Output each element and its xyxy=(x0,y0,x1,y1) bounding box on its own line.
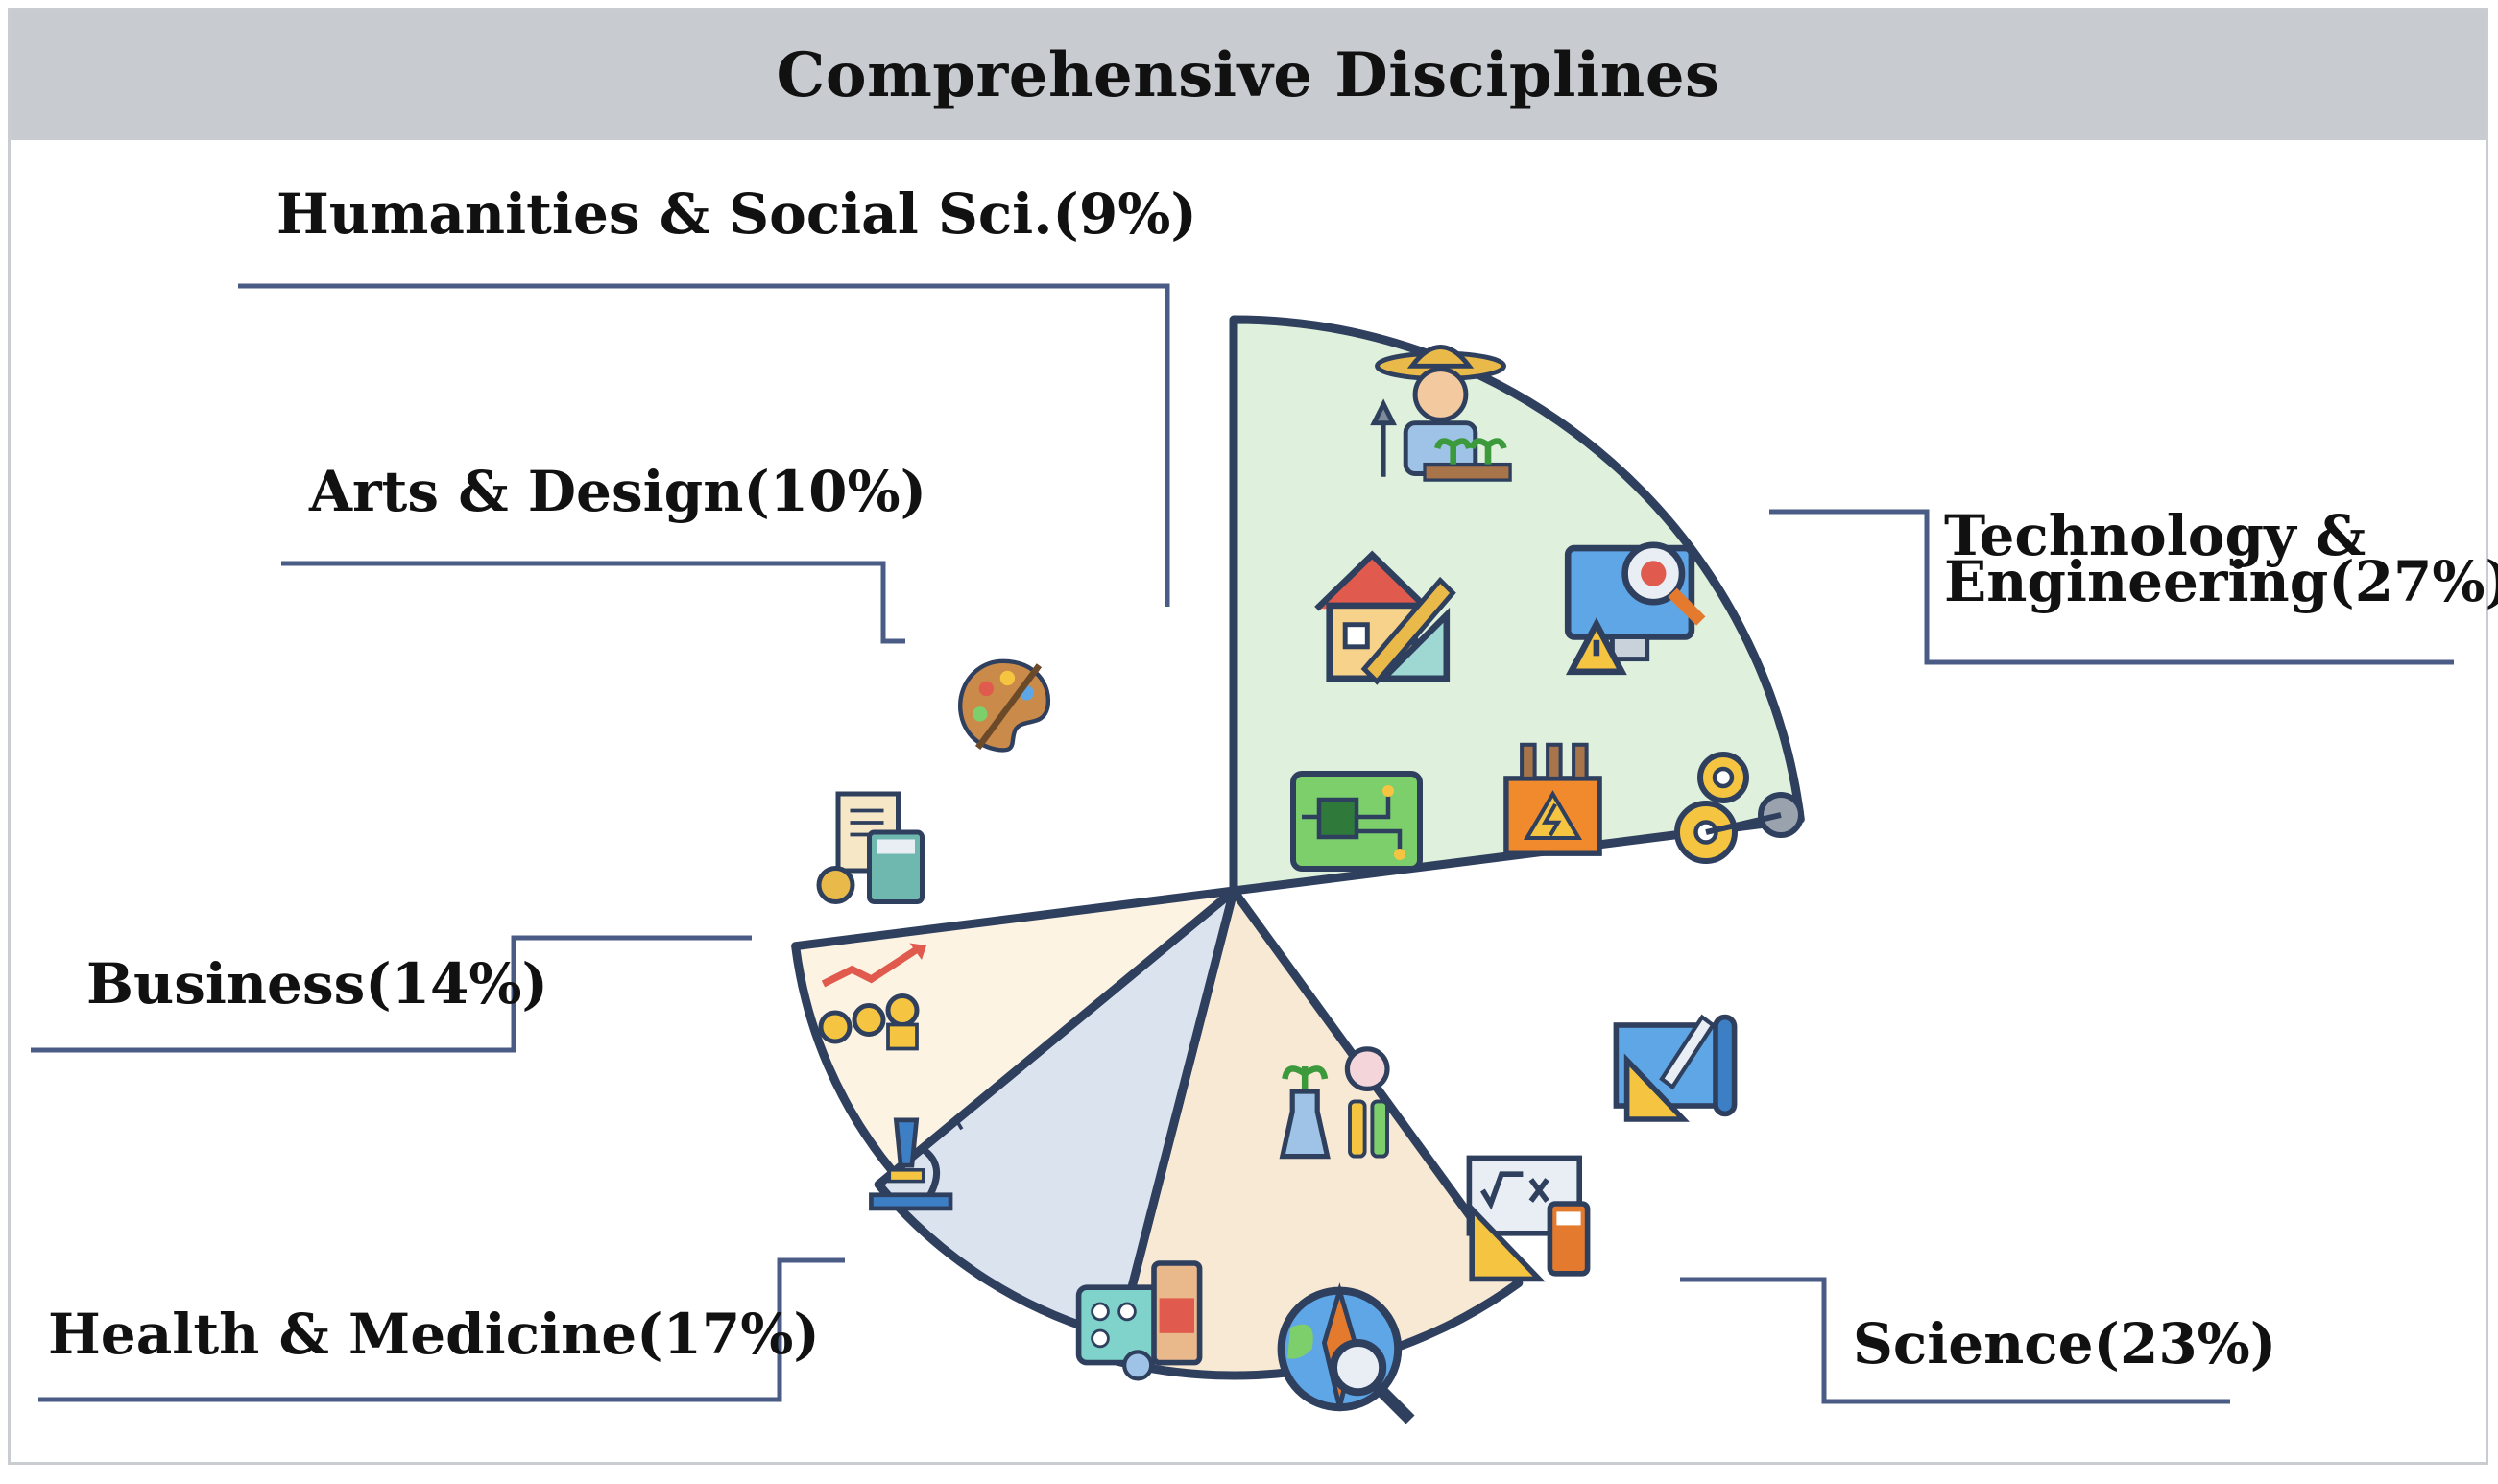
palette-icon xyxy=(960,661,1048,751)
leader-line-humanities-and-social-sci xyxy=(238,283,1170,607)
label-health-and-medicine: Health & Medicine(17%) xyxy=(48,1302,820,1367)
pie-slice-science xyxy=(1229,315,1805,896)
title-bar: Comprehensive Disciplines xyxy=(11,11,2486,140)
leader-line-arts-and-design xyxy=(281,561,905,644)
label-humanities-and-social-sci: Humanities & Social Sci.(9%) xyxy=(276,181,1197,247)
transformer-icon xyxy=(1506,745,1599,853)
label-technology-and-engineering: Technology & Engineering(27%) xyxy=(1944,503,2498,614)
leader-line-business xyxy=(31,935,752,1053)
label-science: Science(23%) xyxy=(1853,1311,2276,1376)
leader-line-technology-and-engineering xyxy=(1769,509,2454,665)
leader-line-health-and-medicine xyxy=(38,1257,845,1402)
label-arts-and-design: Arts & Design(10%) xyxy=(308,459,926,524)
math-board-icon xyxy=(1469,1158,1587,1279)
chart-title: Comprehensive Disciplines xyxy=(776,39,1720,111)
circuit-board-icon xyxy=(1293,774,1420,869)
invoice-calculator-icon xyxy=(819,794,923,902)
blueprint-icon xyxy=(1616,1017,1734,1119)
leader-line-science xyxy=(1680,1277,2230,1404)
label-business: Business(14%) xyxy=(86,951,548,1017)
